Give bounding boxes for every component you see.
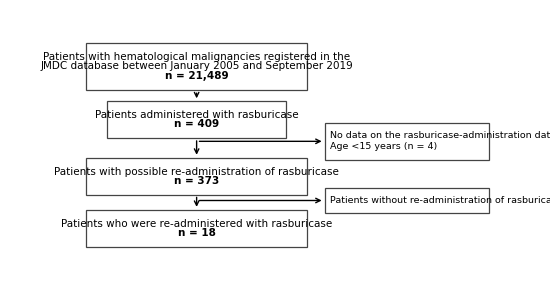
FancyBboxPatch shape [86,158,307,195]
FancyBboxPatch shape [107,101,286,138]
Text: n = 18: n = 18 [178,228,216,238]
FancyBboxPatch shape [86,43,307,90]
Text: Patients with hematological malignancies registered in the: Patients with hematological malignancies… [43,52,350,62]
Text: Age <15 years (n = 4): Age <15 years (n = 4) [329,142,437,151]
Text: Patients without re-administration of rasburicase (n = 355): Patients without re-administration of ra… [329,196,550,205]
Text: JMDC database between January 2005 and September 2019: JMDC database between January 2005 and S… [40,61,353,71]
FancyBboxPatch shape [324,188,488,213]
Text: Patients who were re-administered with rasburicase: Patients who were re-administered with r… [61,219,332,229]
Text: No data on the rasburicase-administration date (n = 32): No data on the rasburicase-administratio… [329,131,550,140]
Text: Patients administered with rasburicase: Patients administered with rasburicase [95,110,299,120]
Text: Patients with possible re-administration of rasburicase: Patients with possible re-administration… [54,166,339,177]
FancyBboxPatch shape [86,210,307,247]
Text: n = 409: n = 409 [174,119,219,129]
FancyBboxPatch shape [324,123,488,160]
Text: n = 21,489: n = 21,489 [165,70,228,81]
Text: n = 373: n = 373 [174,176,219,186]
